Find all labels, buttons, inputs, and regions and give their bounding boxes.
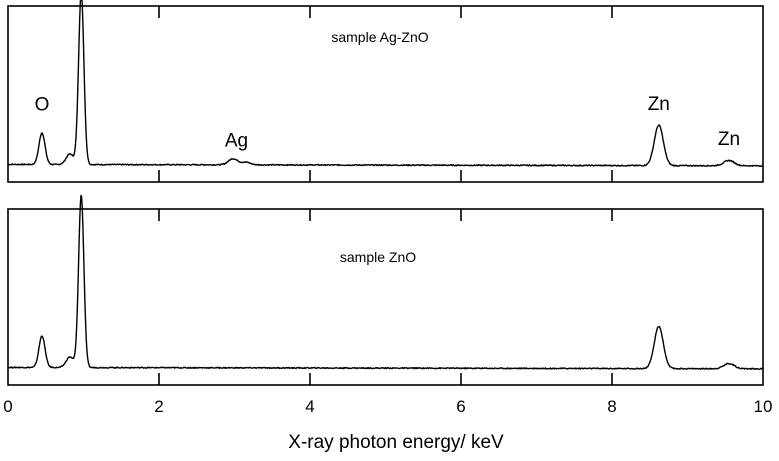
panel-frame (7, 208, 764, 386)
peak-label: Zn (648, 94, 670, 115)
panel-2: sample ZnO (7, 194, 764, 386)
x-tick-label: 6 (456, 397, 465, 416)
panel-title: sample ZnO (340, 249, 416, 265)
x-tick-label: 8 (607, 397, 616, 416)
panel-frame (7, 5, 764, 183)
peak-label: Zn (718, 129, 740, 150)
x-tick-label: 0 (3, 397, 12, 416)
spectrum-line (7, 0, 764, 168)
peak-label: O (35, 95, 50, 116)
panels-group: sample Ag-ZnOOZnAgZnZnsample ZnO (7, 0, 764, 386)
x-tick-labels: 0 2 4 6 8 10 (3, 397, 772, 416)
panel-title: sample Ag-ZnO (331, 29, 428, 45)
x-tick-label: 2 (154, 397, 163, 416)
peak-label: Ag (225, 130, 248, 151)
spectrum-line (7, 194, 764, 370)
x-tick-label: 4 (305, 397, 314, 416)
x-tick-label: 10 (754, 397, 773, 416)
x-axis-label: X-ray photon energy/ keV (288, 432, 504, 453)
panel-1: sample Ag-ZnOOZnAgZnZn (7, 0, 764, 183)
